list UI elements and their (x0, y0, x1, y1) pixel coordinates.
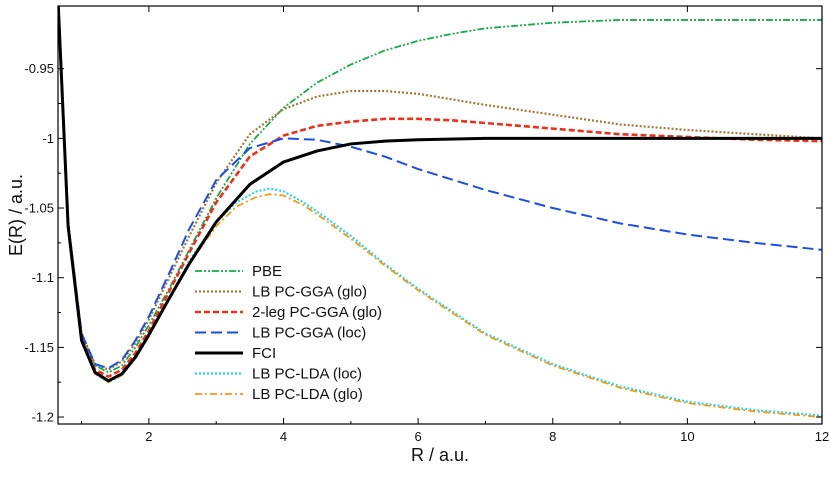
legend-item-lb-pc-lda-loc: LB PC-LDA (loc) (195, 366, 362, 383)
legend-item-2-leg-pc-gga-glo: 2-leg PC-GGA (glo) (195, 304, 382, 321)
x-tick-label: 8 (549, 429, 556, 444)
plot-frame (57, 5, 823, 425)
series-line-fci (58, 6, 822, 383)
legend-label: 2-leg PC-GGA (glo) (252, 304, 382, 321)
legend-item-fci: FCI (195, 345, 276, 362)
y-tick-label: -1.15 (24, 340, 54, 355)
x-tick-label: 6 (415, 429, 422, 444)
series-line-lb-pc-gga-glo (58, 6, 822, 371)
x-tick-label: 10 (680, 429, 694, 444)
legend-item-lb-pc-gga-loc: LB PC-GGA (loc) (195, 325, 366, 342)
y-axis-label: E(R) / a.u. (6, 174, 26, 256)
x-tick-label: 4 (280, 429, 287, 444)
legend-item-lb-pc-gga-glo: LB PC-GGA (glo) (195, 284, 367, 301)
legend-label: FCI (252, 345, 276, 362)
series-line-lb-pc-lda-loc (58, 6, 822, 417)
y-tick-label: -1.2 (32, 410, 54, 425)
series-line-2-leg-pc-gga-glo (58, 6, 822, 378)
legend-label: PBE (252, 263, 282, 280)
legend-label: LB PC-GGA (glo) (252, 284, 367, 301)
axes: 2 4 6 8 10 12 -0.95 -1 -1.05 -1.1 -1.15 -1.2 (24, 5, 829, 444)
series-line-lb-pc-gga-loc (58, 6, 822, 370)
x-tick-label: 2 (145, 429, 152, 444)
legend-label: LB PC-GGA (loc) (252, 325, 366, 342)
y-tick-label: -1 (42, 131, 54, 146)
series-line-pbe (58, 6, 822, 374)
plot-area (58, 6, 822, 418)
y-tick-label: -1.05 (24, 201, 54, 216)
x-tick-label: 12 (815, 429, 829, 444)
y-tick-label: -0.95 (24, 61, 54, 76)
series-line-lb-pc-lda-glo (58, 6, 822, 418)
legend-item-lb-pc-lda-glo: LB PC-LDA (glo) (195, 386, 363, 403)
legend-label: LB PC-LDA (glo) (252, 386, 363, 403)
legend-label: LB PC-LDA (loc) (252, 366, 362, 383)
x-axis-label: R / a.u. (411, 445, 469, 465)
y-tick-label: -1.1 (32, 270, 54, 285)
legend-item-pbe: PBE (195, 263, 282, 280)
legend: PBE LB PC-GGA (glo) 2-leg PC-GGA (glo) LB P… (195, 263, 382, 403)
